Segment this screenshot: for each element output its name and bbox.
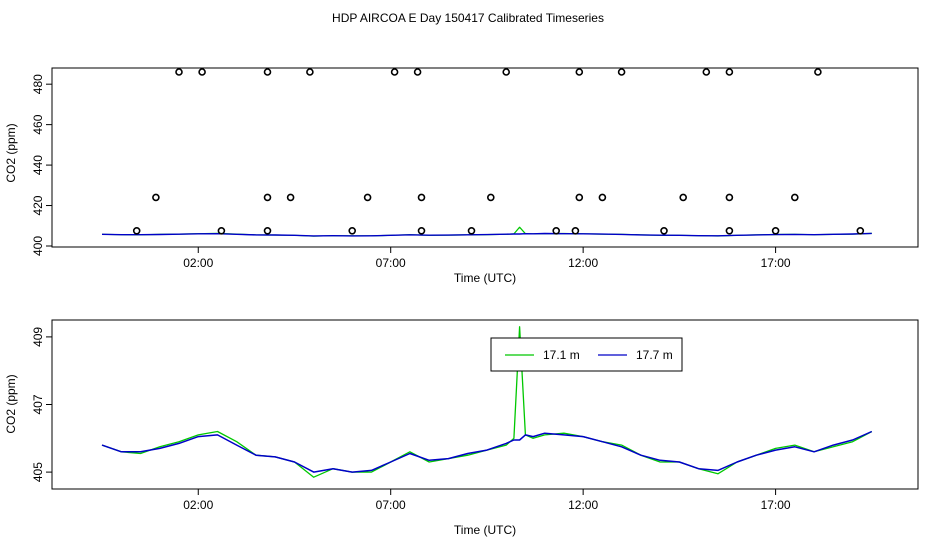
bottom-y-axis-label: CO2 (ppm) bbox=[4, 374, 18, 433]
calibration-point bbox=[702, 68, 711, 76]
calibration-point bbox=[598, 193, 607, 202]
bottom-xtick-label: 12:00 bbox=[568, 498, 598, 512]
calibration-point bbox=[263, 227, 272, 235]
bottom-ytick-label: 407 bbox=[31, 394, 45, 414]
bottom-y-axis: 405 407 409 bbox=[31, 327, 52, 482]
top-y-axis-label: CO2 (ppm) bbox=[4, 123, 18, 182]
calibration-point bbox=[467, 227, 476, 235]
top-y-axis: 400 420 440 460 480 bbox=[31, 74, 52, 256]
top-x-axis-label: Time (UTC) bbox=[454, 271, 516, 285]
top-ytick-label: 440 bbox=[31, 155, 45, 175]
top-ytick-label: 420 bbox=[31, 195, 45, 215]
calibration-point bbox=[198, 68, 206, 76]
calibration-point bbox=[417, 193, 426, 202]
calibration-point bbox=[132, 227, 141, 235]
top-xtick-label: 07:00 bbox=[376, 256, 406, 270]
calibration-point bbox=[390, 68, 399, 76]
calibration-point bbox=[413, 68, 422, 76]
series-line-17-7m bbox=[101, 430, 873, 473]
chart-title: HDP AIRCOA E Day 150417 Calibrated Times… bbox=[332, 11, 604, 25]
top-ytick-label: 400 bbox=[31, 236, 45, 256]
calibration-point bbox=[263, 193, 272, 202]
calibration-point bbox=[363, 193, 372, 202]
calibration-point bbox=[725, 227, 734, 235]
bottom-xtick-label: 02:00 bbox=[183, 498, 213, 512]
calibration-point bbox=[175, 68, 183, 76]
top-series-lines bbox=[101, 226, 872, 237]
legend-label-17-1m: 17.1 m bbox=[543, 348, 580, 362]
bottom-series-lines bbox=[101, 326, 873, 478]
calibration-point bbox=[660, 227, 668, 235]
calibration-point bbox=[575, 68, 584, 76]
calibration-point bbox=[725, 193, 734, 202]
bottom-x-axis-label: Time (UTC) bbox=[454, 523, 516, 537]
bottom-ytick-label: 409 bbox=[31, 327, 45, 347]
calibration-point bbox=[502, 68, 511, 76]
legend: 17.1 m 17.7 m bbox=[490, 337, 683, 372]
calibration-point bbox=[790, 193, 799, 202]
top-xtick-label: 02:00 bbox=[183, 256, 213, 270]
calibration-point bbox=[856, 227, 865, 235]
calibration-point bbox=[417, 227, 426, 235]
calibration-point bbox=[552, 227, 561, 235]
calibration-point bbox=[486, 193, 495, 202]
calibration-point bbox=[725, 68, 734, 76]
top-series-line-17-7m bbox=[101, 232, 872, 237]
bottom-plot-frame bbox=[51, 319, 919, 490]
top-ytick-label: 460 bbox=[31, 114, 45, 134]
calibration-point bbox=[348, 227, 357, 235]
legend-box bbox=[490, 337, 683, 372]
calibration-point bbox=[771, 227, 780, 235]
calibration-point bbox=[575, 193, 584, 202]
calibration-point bbox=[306, 68, 314, 76]
legend-label-17-7m: 17.7 m bbox=[636, 348, 673, 362]
calibration-point bbox=[286, 193, 295, 202]
calibration-point bbox=[263, 68, 272, 76]
bottom-x-axis: 02:00 07:00 12:00 17:00 bbox=[183, 489, 791, 512]
calibration-point bbox=[217, 227, 226, 235]
calibration-point bbox=[679, 193, 688, 202]
calibration-point bbox=[814, 68, 822, 76]
calibration-point bbox=[617, 68, 626, 76]
top-panel: 400 420 440 460 480 02:00 07:00 12:00 17:00 Tim… bbox=[4, 67, 919, 285]
top-xtick-label: 12:00 bbox=[568, 256, 598, 270]
top-x-axis: 02:00 07:00 12:00 17:00 bbox=[183, 247, 791, 270]
top-xtick-label: 17:00 bbox=[761, 256, 791, 270]
bottom-xtick-label: 17:00 bbox=[761, 498, 791, 512]
top-plot-frame bbox=[51, 67, 919, 248]
top-calibration-points bbox=[132, 68, 865, 235]
bottom-xtick-label: 07:00 bbox=[376, 498, 406, 512]
top-ytick-label: 480 bbox=[31, 74, 45, 94]
calibration-point bbox=[152, 193, 160, 202]
bottom-ytick-label: 405 bbox=[31, 462, 45, 482]
calibration-point bbox=[571, 227, 580, 235]
bottom-panel: 405 407 409 02:00 07:00 12:00 17:00 Time (UTC… bbox=[4, 319, 919, 537]
